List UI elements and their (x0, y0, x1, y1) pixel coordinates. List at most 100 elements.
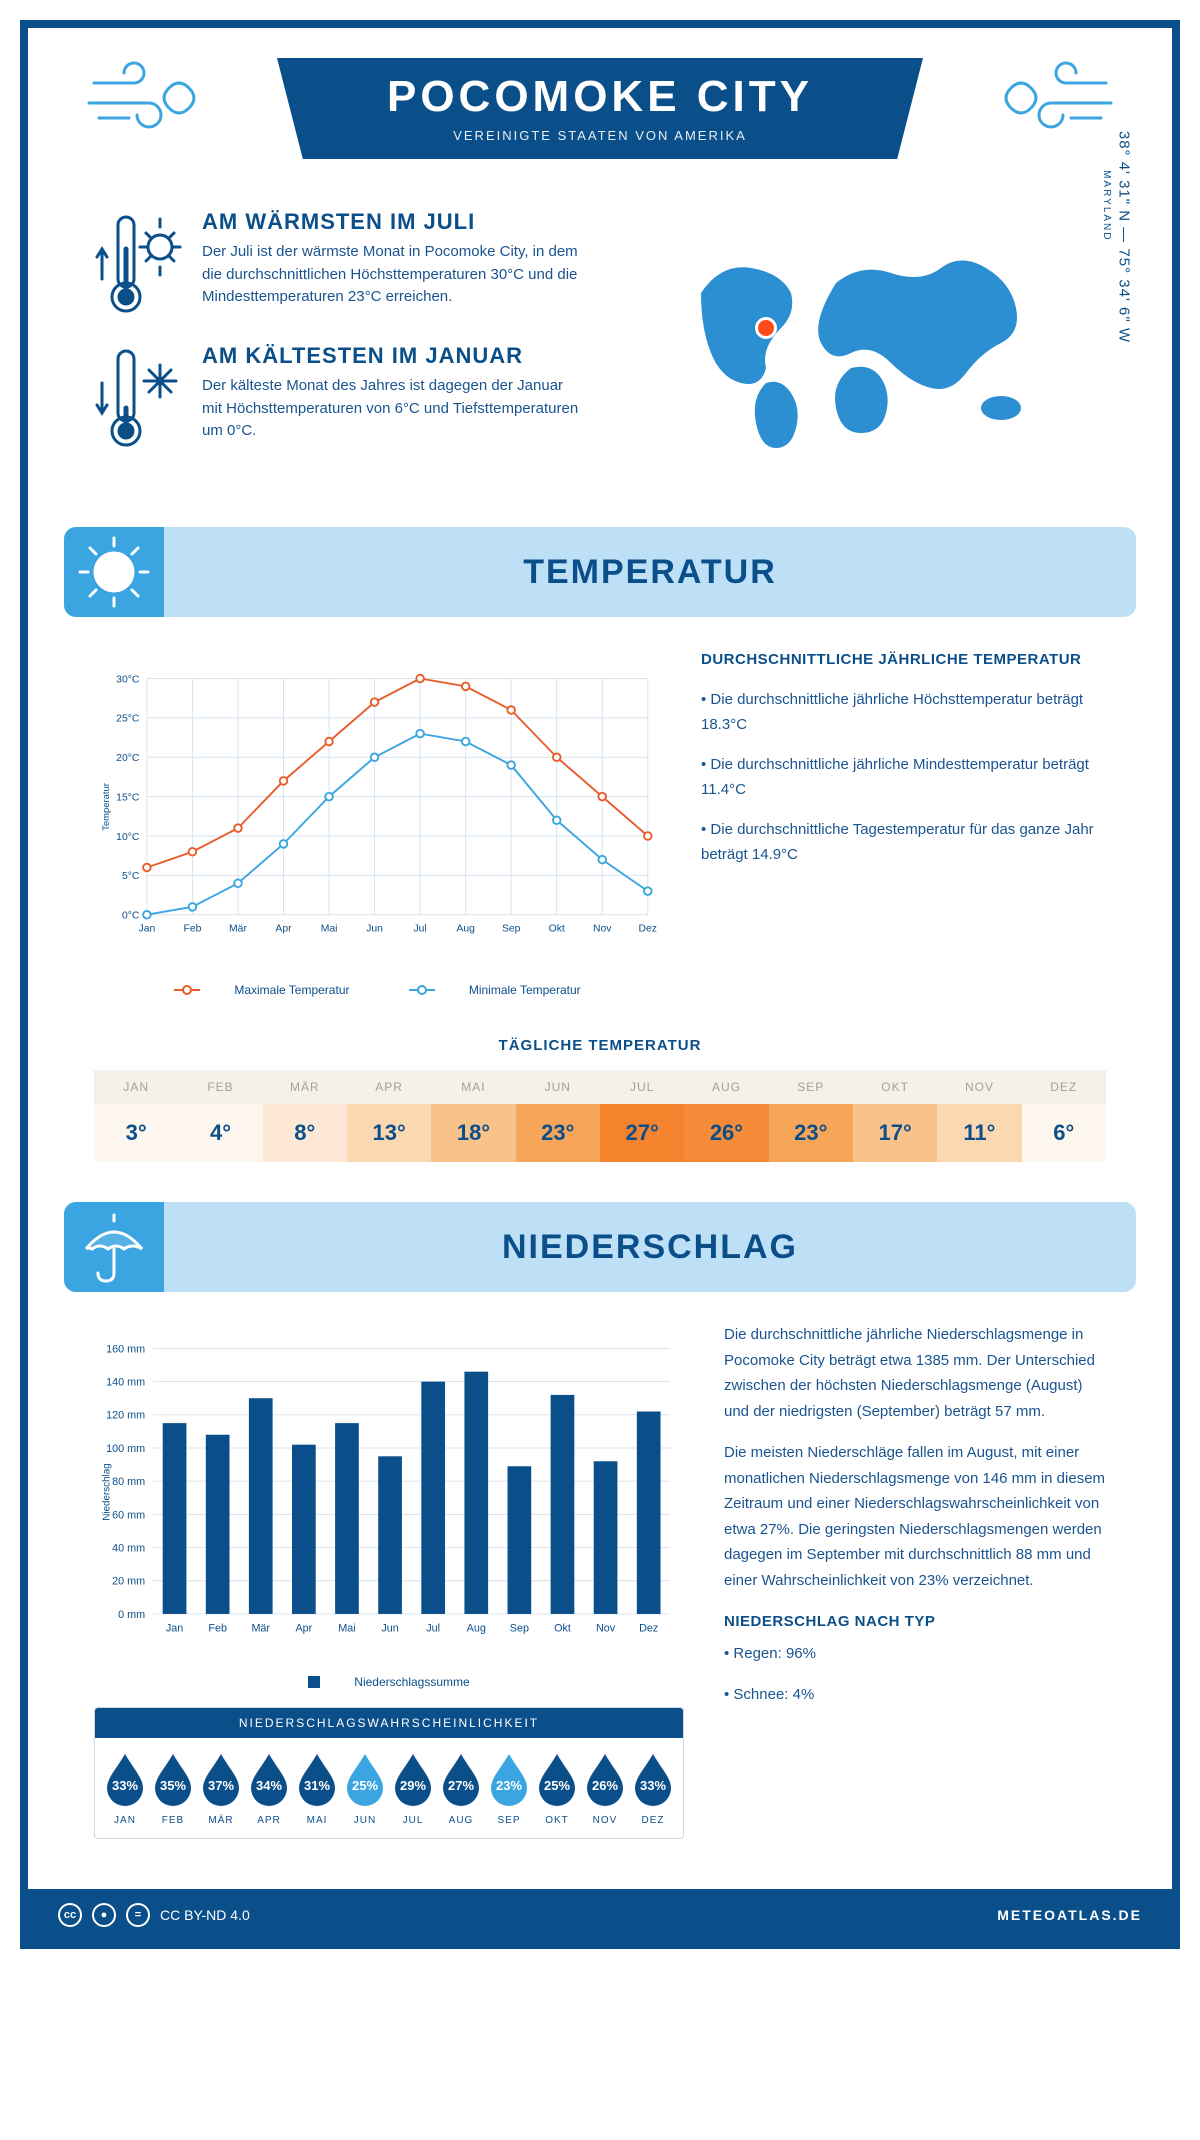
svg-text:27%: 27% (448, 1778, 474, 1793)
svg-text:29%: 29% (400, 1778, 426, 1793)
daily-temp-cell: APR 13° (347, 1070, 431, 1162)
daily-temp-cell: AUG 26° (684, 1070, 768, 1162)
svg-text:Feb: Feb (184, 924, 202, 935)
svg-text:0°C: 0°C (122, 911, 140, 922)
svg-text:20°C: 20°C (116, 753, 140, 764)
precip-probability-drop: 29% JUL (391, 1750, 435, 1826)
svg-text:Mai: Mai (338, 1623, 355, 1635)
daily-temp-cell: SEP 23° (769, 1070, 853, 1162)
svg-text:160 mm: 160 mm (106, 1343, 145, 1355)
umbrella-icon (64, 1202, 164, 1292)
svg-text:10°C: 10°C (116, 832, 140, 843)
coldest-title: AM KÄLTESTEN IM JANUAR (202, 343, 585, 369)
coordinates-label: 38° 4' 31" N — 75° 34' 6" W (1116, 131, 1133, 343)
page-title: POCOMOKE CITY (387, 72, 813, 122)
nd-icon: = (126, 1903, 150, 1927)
svg-text:Jun: Jun (381, 1623, 398, 1635)
daily-temp-cell: DEZ 6° (1022, 1070, 1106, 1162)
svg-text:Temperatur: Temperatur (101, 783, 112, 831)
svg-text:Jul: Jul (426, 1623, 440, 1635)
svg-text:Okt: Okt (554, 1623, 571, 1635)
precip-probability-drop: 23% SEP (487, 1750, 531, 1826)
daily-temperature-table: TÄGLICHE TEMPERATUR JAN 3° FEB 4° MÄR 8°… (64, 1017, 1136, 1182)
svg-text:40 mm: 40 mm (112, 1542, 145, 1554)
svg-text:Nov: Nov (593, 924, 612, 935)
svg-text:Jul: Jul (413, 924, 426, 935)
svg-text:Jun: Jun (366, 924, 383, 935)
footer: cc ● = CC BY-ND 4.0 METEOATLAS.DE (28, 1889, 1172, 1941)
cc-icon: cc (58, 1903, 82, 1927)
svg-text:20 mm: 20 mm (112, 1576, 145, 1588)
svg-text:Apr: Apr (295, 1623, 312, 1635)
svg-text:33%: 33% (112, 1778, 138, 1793)
precip-probability-drop: 31% MAI (295, 1750, 339, 1826)
daily-temp-cell: MÄR 8° (263, 1070, 347, 1162)
warmest-text: Der Juli ist der wärmste Monat in Pocomo… (202, 241, 585, 309)
precipitation-summary: Die durchschnittliche jährliche Niedersc… (724, 1322, 1106, 1839)
svg-text:37%: 37% (208, 1778, 234, 1793)
warmest-fact: AM WÄRMSTEN IM JULI Der Juli ist der wär… (94, 209, 585, 319)
daily-temp-cell: JAN 3° (94, 1070, 178, 1162)
warmest-title: AM WÄRMSTEN IM JULI (202, 209, 585, 235)
precip-probability-drop: 33% JAN (103, 1750, 147, 1826)
page-subtitle: VEREINIGTE STAATEN VON AMERIKA (387, 128, 813, 143)
precip-probability-drop: 34% APR (247, 1750, 291, 1826)
precip-probability-drop: 37% MÄR (199, 1750, 243, 1826)
svg-text:Feb: Feb (208, 1623, 227, 1635)
daily-heading: TÄGLICHE TEMPERATUR (94, 1037, 1106, 1054)
svg-text:Mär: Mär (251, 1623, 270, 1635)
svg-text:15°C: 15°C (116, 792, 140, 803)
temperature-heading: TEMPERATUR (164, 553, 1136, 592)
by-icon: ● (92, 1903, 116, 1927)
svg-text:33%: 33% (640, 1778, 666, 1793)
coldest-fact: AM KÄLTESTEN IM JANUAR Der kälteste Mona… (94, 343, 585, 453)
coldest-text: Der kälteste Monat des Jahres ist dagege… (202, 375, 585, 443)
license-label: CC BY-ND 4.0 (160, 1907, 250, 1923)
svg-text:140 mm: 140 mm (106, 1377, 145, 1389)
precip-probability-drop: 33% DEZ (631, 1750, 675, 1826)
svg-text:5°C: 5°C (122, 871, 140, 882)
svg-text:23%: 23% (496, 1778, 522, 1793)
svg-text:Dez: Dez (639, 924, 657, 935)
svg-text:25%: 25% (352, 1778, 378, 1793)
precip-probability-drop: 25% OKT (535, 1750, 579, 1826)
svg-text:120 mm: 120 mm (106, 1410, 145, 1422)
svg-text:100 mm: 100 mm (106, 1443, 145, 1455)
precip-probability-drop: 25% JUN (343, 1750, 387, 1826)
daily-temp-cell: JUL 27° (600, 1070, 684, 1162)
precip-probability-drop: 27% AUG (439, 1750, 483, 1826)
precipitation-section-header: NIEDERSCHLAG (64, 1202, 1136, 1292)
sun-icon (64, 527, 164, 617)
wind-icon (84, 58, 214, 138)
intro-section: AM WÄRMSTEN IM JULI Der Juli ist der wär… (64, 189, 1136, 507)
svg-text:Aug: Aug (456, 924, 475, 935)
daily-temp-cell: OKT 17° (853, 1070, 937, 1162)
precipitation-probability-table: NIEDERSCHLAGSWAHRSCHEINLICHKEIT 33% JAN … (94, 1707, 684, 1839)
temperature-line-chart: 0°C5°C10°C15°C20°C25°C30°CJanFebMärAprMa… (94, 647, 661, 997)
brand-label: METEOATLAS.DE (997, 1907, 1142, 1923)
svg-text:25%: 25% (544, 1778, 570, 1793)
precip-probability-drop: 26% NOV (583, 1750, 627, 1826)
title-banner: POCOMOKE CITY VEREINIGTE STAATEN VON AME… (277, 58, 923, 159)
svg-text:35%: 35% (160, 1778, 186, 1793)
svg-text:25°C: 25°C (116, 714, 140, 725)
precip-type-heading: NIEDERSCHLAG NACH TYP (724, 1609, 1106, 1635)
svg-text:Sep: Sep (510, 1623, 529, 1635)
svg-text:34%: 34% (256, 1778, 282, 1793)
chart-legend: Maximale Temperatur Minimale Temperatur (94, 980, 661, 997)
temperature-summary: DURCHSCHNITTLICHE JÄHRLICHE TEMPERATUR •… (701, 647, 1106, 997)
svg-text:Okt: Okt (549, 924, 565, 935)
svg-text:0 mm: 0 mm (118, 1609, 145, 1621)
svg-text:Mär: Mär (229, 924, 247, 935)
svg-text:30°C: 30°C (116, 674, 140, 685)
svg-text:Niederschlag: Niederschlag (102, 1463, 113, 1520)
svg-text:Dez: Dez (639, 1623, 658, 1635)
svg-text:26%: 26% (592, 1778, 618, 1793)
thermometer-hot-icon (94, 209, 184, 319)
precip-probability-drop: 35% FEB (151, 1750, 195, 1826)
daily-temp-cell: JUN 23° (516, 1070, 600, 1162)
svg-text:80 mm: 80 mm (112, 1476, 145, 1488)
svg-text:Nov: Nov (596, 1623, 616, 1635)
svg-text:Mai: Mai (321, 924, 338, 935)
svg-text:Apr: Apr (275, 924, 292, 935)
